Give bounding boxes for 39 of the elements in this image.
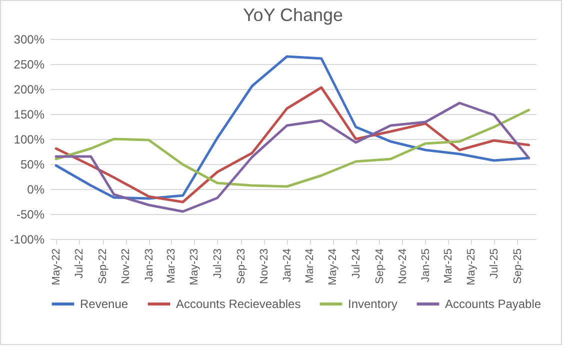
x-tick-label: Jan-24 xyxy=(281,248,294,282)
x-tick-label: May-25 xyxy=(465,248,478,286)
x-tick-label: Jan-25 xyxy=(420,248,432,282)
y-tick-label: 200% xyxy=(14,82,45,96)
x-tick-label: Mar-23 xyxy=(166,248,178,284)
y-tick-label: -50% xyxy=(16,208,45,222)
legend-label: Inventory xyxy=(348,297,398,311)
line-series xyxy=(54,102,530,213)
x-tick-label: Sep-22 xyxy=(97,248,110,284)
y-tick-label: 300% xyxy=(14,32,45,46)
y-tick-label: 250% xyxy=(14,58,45,72)
chart-title: YoY Change xyxy=(242,5,344,25)
x-tick-label: Sep-25 xyxy=(512,248,524,284)
x-tick-label: Nov-22 xyxy=(120,248,132,284)
x-tick-label: Jul-23 xyxy=(212,248,224,278)
x-tick-label: Sep-23 xyxy=(235,248,248,284)
y-tick-label: 150% xyxy=(14,108,45,122)
x-tick-label: Jan-23 xyxy=(143,248,156,282)
x-tick-label: Sep-24 xyxy=(374,248,386,284)
x-tick-label: May-24 xyxy=(327,248,340,286)
legend-label: Accounts Recieveables xyxy=(176,297,301,311)
y-tick-label: 100% xyxy=(14,132,45,146)
line-series xyxy=(54,55,530,200)
x-tick-label: Jul-25 xyxy=(488,248,500,278)
x-tick-label: Mar-25 xyxy=(442,248,454,284)
x-tick-label: May-23 xyxy=(188,248,201,286)
y-tick-label: 50% xyxy=(20,158,45,172)
x-tick-label: Jul-22 xyxy=(74,248,86,278)
legend-label: Revenue xyxy=(80,297,128,311)
legend-label: Accounts Payable xyxy=(445,297,542,311)
x-tick-label: Jul-24 xyxy=(350,248,362,278)
y-tick-label: -100% xyxy=(10,232,45,246)
x-tick-label: May-22 xyxy=(50,248,63,286)
x-tick-label: Mar-24 xyxy=(304,248,316,284)
y-tick-label: 0% xyxy=(27,182,45,196)
line-series xyxy=(54,108,530,188)
line-series xyxy=(54,86,530,204)
x-tick-label: Nov-24 xyxy=(396,248,409,284)
x-tick-label: Nov-23 xyxy=(258,248,270,284)
